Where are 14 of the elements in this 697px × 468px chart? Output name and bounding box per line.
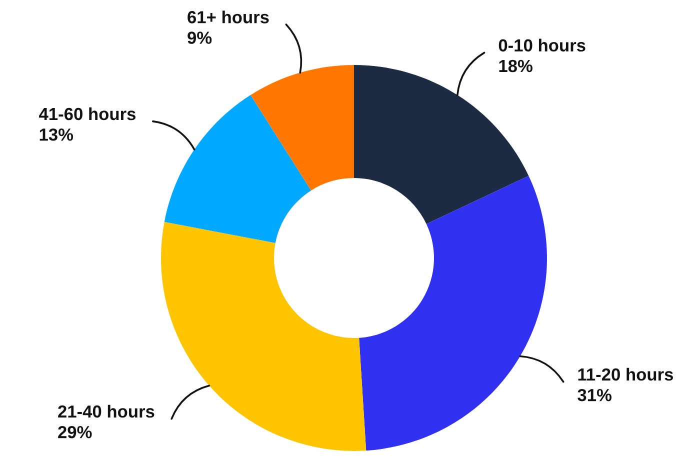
data-label: 31% bbox=[578, 388, 612, 402]
donut-slice bbox=[164, 95, 312, 244]
data-label: 13% bbox=[40, 128, 74, 141]
donut-slice bbox=[161, 222, 366, 451]
slice-label: 21-40 hours bbox=[58, 404, 154, 418]
data-label: 18% bbox=[499, 60, 532, 72]
donut-slice bbox=[359, 176, 547, 451]
data-label: 9% bbox=[188, 32, 212, 44]
data-label: 29% bbox=[58, 426, 92, 438]
slice-label: 61+ hours bbox=[188, 10, 269, 24]
donut-slice bbox=[250, 65, 354, 190]
slice-label: 41-60 hours bbox=[39, 107, 136, 120]
slice-label: 0-10 hours bbox=[498, 38, 586, 52]
slice-label: 11-20 hours bbox=[578, 368, 673, 381]
